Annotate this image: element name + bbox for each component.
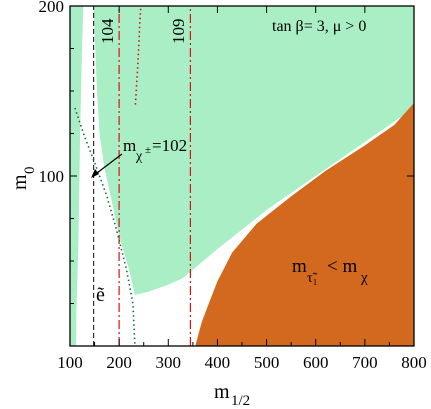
chargino-annotation: m χ ± =102 bbox=[91, 136, 187, 178]
stau-inequality: < m bbox=[327, 256, 357, 277]
x-tick-label-400: 400 bbox=[205, 353, 231, 372]
x-tick-label-100: 100 bbox=[57, 353, 83, 372]
y-axis-title: m bbox=[9, 174, 31, 190]
chargino-arrow-shaft bbox=[92, 153, 123, 177]
stau-region-label: m τ̃₁ < m χ bbox=[292, 256, 368, 286]
x-tick-label-200: 200 bbox=[106, 353, 132, 372]
chargino-mass-label: m bbox=[123, 136, 136, 155]
region-0 bbox=[70, 6, 414, 346]
line-label-104: 104 bbox=[98, 18, 117, 44]
curve-3 bbox=[74, 107, 136, 346]
chargino-superscript: ± bbox=[145, 144, 151, 156]
region-1 bbox=[195, 102, 414, 346]
x-tick-label-500: 500 bbox=[254, 353, 280, 372]
x-tick-label-600: 600 bbox=[303, 353, 329, 372]
selectron-label: ẽ bbox=[96, 284, 105, 306]
x-tick-label-300: 300 bbox=[156, 353, 182, 372]
curve-4 bbox=[134, 6, 142, 105]
stau-mass-label: m bbox=[292, 256, 307, 277]
plot-area bbox=[70, 6, 414, 346]
axis-ticks: 100 200 300 400 500 600 700 800 100 200 bbox=[39, 0, 427, 372]
y-tick-label-200: 200 bbox=[39, 0, 65, 16]
y-tick-label-100: 100 bbox=[39, 167, 65, 186]
y-axis-subscript: 0 bbox=[22, 167, 38, 175]
x-axis-subscript: 1/2 bbox=[231, 393, 250, 409]
chargino-arrow-head bbox=[91, 169, 99, 178]
chargino-value: =102 bbox=[152, 136, 187, 155]
line-label-109: 109 bbox=[169, 19, 188, 45]
stau-subscript: τ̃₁ bbox=[307, 271, 318, 286]
chargino-subscript: χ bbox=[135, 149, 143, 164]
x-tick-label-700: 700 bbox=[352, 353, 378, 372]
x-axis-title: m bbox=[214, 381, 230, 403]
neutralino-subscript: χ bbox=[360, 270, 368, 286]
x-tick-label-800: 800 bbox=[401, 353, 427, 372]
chart-title: tan β= 3, μ > 0 bbox=[272, 18, 366, 35]
